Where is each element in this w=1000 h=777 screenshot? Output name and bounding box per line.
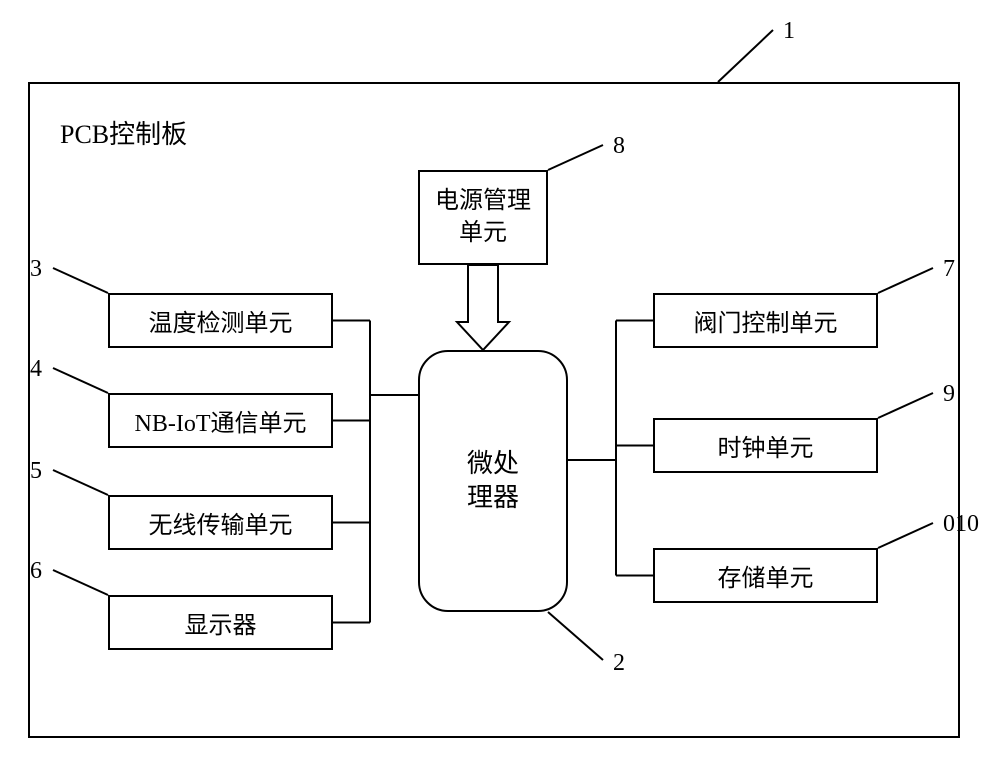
callout-3: 3 bbox=[30, 256, 42, 283]
callout-4: 4 bbox=[30, 356, 42, 383]
block-power: 电源管理单元 bbox=[418, 170, 548, 265]
block-nbiot: NB-IoT通信单元 bbox=[108, 393, 333, 448]
diagram-canvas: PCB控制板 电源管理单元微处理器温度检测单元NB-IoT通信单元无线传输单元显… bbox=[0, 0, 1000, 777]
callout-9: 9 bbox=[943, 381, 955, 408]
block-storage: 存储单元 bbox=[653, 548, 878, 603]
block-temp: 温度检测单元 bbox=[108, 293, 333, 348]
callout-7: 7 bbox=[943, 256, 955, 283]
block-wireless: 无线传输单元 bbox=[108, 495, 333, 550]
callout-010: 010 bbox=[943, 511, 979, 538]
callout-1: 1 bbox=[783, 18, 795, 45]
block-clock: 时钟单元 bbox=[653, 418, 878, 473]
block-valve: 阀门控制单元 bbox=[653, 293, 878, 348]
callout-5: 5 bbox=[30, 458, 42, 485]
callout-2: 2 bbox=[613, 650, 625, 677]
block-display: 显示器 bbox=[108, 595, 333, 650]
callout-6: 6 bbox=[30, 558, 42, 585]
callout-8: 8 bbox=[613, 133, 625, 160]
block-cpu: 微处理器 bbox=[418, 350, 568, 612]
